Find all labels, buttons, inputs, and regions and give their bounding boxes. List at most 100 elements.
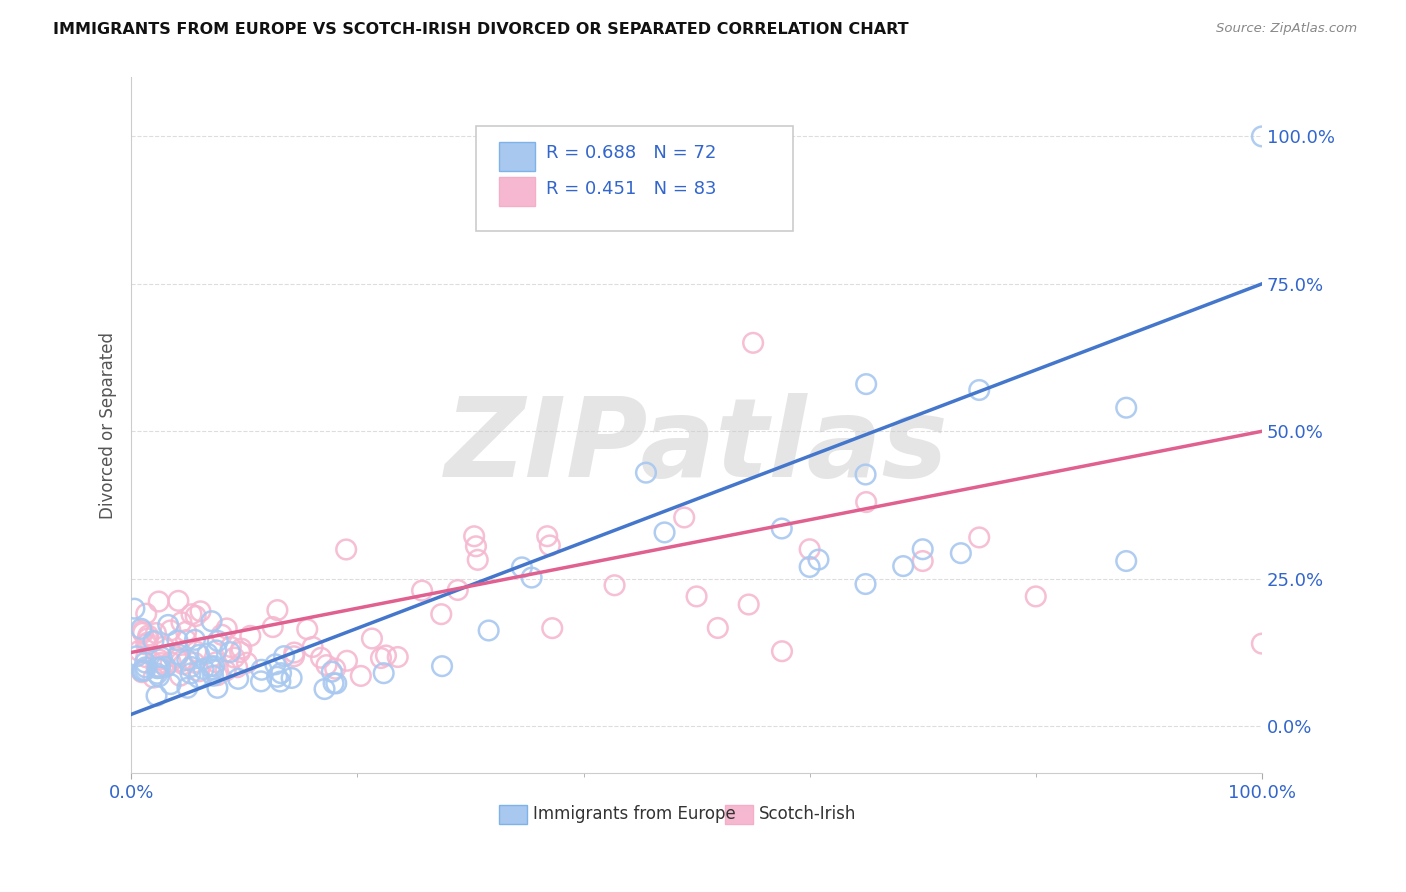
FancyBboxPatch shape xyxy=(725,805,754,824)
Point xyxy=(229,645,252,659)
Point xyxy=(145,689,167,703)
Point xyxy=(124,601,146,615)
Point xyxy=(146,661,169,675)
Point xyxy=(283,646,305,660)
Point xyxy=(465,539,488,553)
Point xyxy=(1025,590,1047,604)
Point xyxy=(224,650,246,665)
Point xyxy=(603,578,626,592)
Text: Scotch-Irish: Scotch-Irish xyxy=(759,805,856,823)
Point xyxy=(301,640,323,654)
Point xyxy=(855,467,877,482)
Point xyxy=(375,648,398,663)
FancyBboxPatch shape xyxy=(499,177,534,206)
Point xyxy=(250,674,273,689)
Point xyxy=(176,653,198,667)
Point xyxy=(949,546,972,560)
Point xyxy=(430,659,453,673)
Point xyxy=(132,664,155,678)
Point xyxy=(125,649,148,664)
Point xyxy=(202,659,225,673)
FancyBboxPatch shape xyxy=(499,805,527,824)
Point xyxy=(314,681,336,696)
Point xyxy=(207,681,229,695)
Point xyxy=(1115,401,1137,415)
Point xyxy=(321,665,343,679)
Point xyxy=(967,383,990,397)
Point xyxy=(323,662,346,676)
Point xyxy=(207,668,229,682)
Point xyxy=(170,615,193,630)
FancyBboxPatch shape xyxy=(499,142,534,171)
Point xyxy=(799,560,821,574)
Text: R = 0.451   N = 83: R = 0.451 N = 83 xyxy=(546,180,717,198)
Point xyxy=(1251,129,1274,144)
Point xyxy=(742,335,765,350)
Point xyxy=(136,629,159,643)
Point xyxy=(634,466,657,480)
Point xyxy=(187,671,209,685)
Point xyxy=(135,660,157,674)
Point xyxy=(250,663,273,677)
Point xyxy=(197,647,219,661)
Point xyxy=(202,669,225,683)
Point xyxy=(146,666,169,681)
Point xyxy=(270,666,292,681)
Point xyxy=(131,664,153,678)
Point xyxy=(239,629,262,643)
Text: Source: ZipAtlas.com: Source: ZipAtlas.com xyxy=(1216,22,1357,36)
Point xyxy=(536,529,558,543)
Point xyxy=(215,664,238,678)
Point xyxy=(297,622,319,636)
Point xyxy=(153,640,176,654)
Point xyxy=(350,669,373,683)
Point xyxy=(673,510,696,524)
Point xyxy=(967,531,990,545)
Point xyxy=(128,644,150,658)
Point xyxy=(193,662,215,676)
Text: IMMIGRANTS FROM EUROPE VS SCOTCH-IRISH DIVORCED OR SEPARATED CORRELATION CHART: IMMIGRANTS FROM EUROPE VS SCOTCH-IRISH D… xyxy=(53,22,910,37)
Point xyxy=(180,660,202,674)
Point xyxy=(159,677,181,691)
Point xyxy=(370,651,392,665)
Point xyxy=(184,632,207,647)
Point xyxy=(145,626,167,640)
Point xyxy=(685,590,707,604)
Point xyxy=(180,607,202,622)
Point xyxy=(264,657,287,672)
Point xyxy=(430,607,453,622)
Point xyxy=(188,665,211,679)
Point xyxy=(269,674,291,689)
Point xyxy=(1115,554,1137,568)
Point xyxy=(172,657,194,672)
Point xyxy=(891,559,914,574)
Point xyxy=(478,624,501,638)
Point xyxy=(149,656,172,670)
Point xyxy=(322,676,344,690)
Point xyxy=(707,621,730,635)
Point xyxy=(146,661,169,675)
Point xyxy=(361,632,384,646)
Point xyxy=(387,650,409,665)
Point xyxy=(200,659,222,673)
Point xyxy=(174,624,197,639)
Point xyxy=(911,542,934,557)
Point xyxy=(205,656,228,670)
Point xyxy=(148,594,170,608)
Point xyxy=(463,529,485,543)
Point xyxy=(135,637,157,651)
Point xyxy=(135,607,157,621)
Point xyxy=(205,643,228,657)
Point xyxy=(447,582,470,597)
Point xyxy=(283,649,305,664)
Point xyxy=(170,654,193,668)
Point xyxy=(280,671,302,685)
Point xyxy=(855,577,877,591)
Point xyxy=(129,622,152,636)
Point xyxy=(157,618,180,632)
Point xyxy=(148,652,170,666)
Point xyxy=(538,539,561,553)
Point xyxy=(142,671,165,685)
Point xyxy=(134,656,156,670)
Point xyxy=(150,650,173,665)
